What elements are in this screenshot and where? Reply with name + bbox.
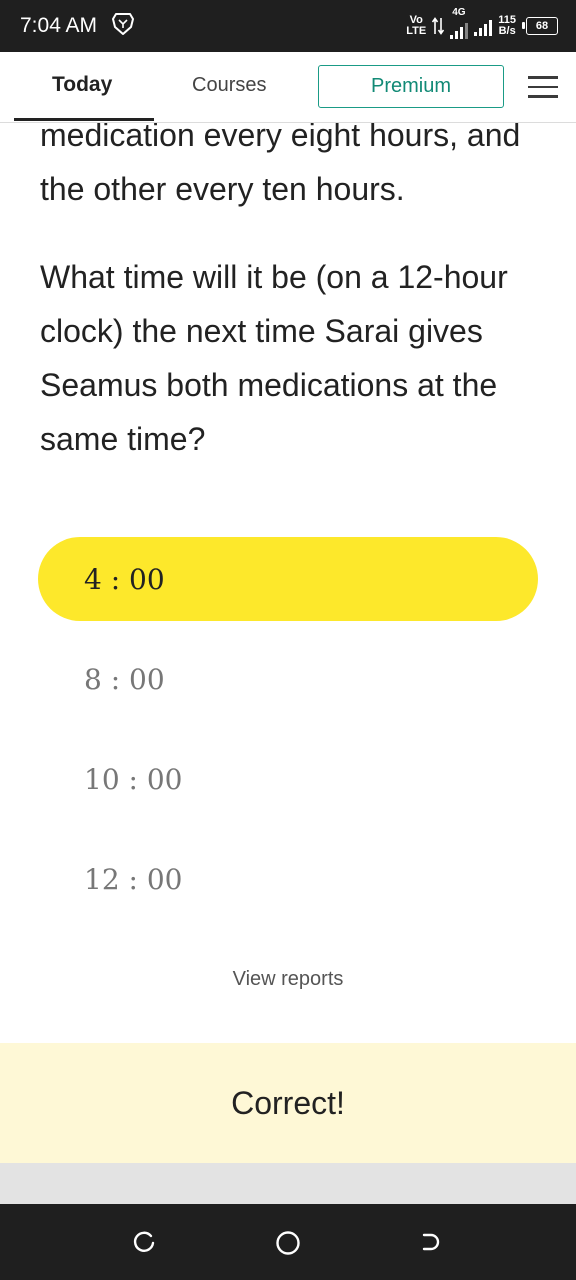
tab-courses[interactable]: Courses <box>192 74 267 96</box>
problem-text: medication every eight hours, and the ot… <box>40 123 521 207</box>
app-nav: Today Courses Premium <box>0 52 576 123</box>
feedback-banner: Correct! <box>0 1043 576 1163</box>
tab-today-indicator <box>14 118 154 121</box>
signal-icon: 4G <box>450 7 469 39</box>
answer-option-label: 4 : 00 <box>84 562 165 596</box>
answer-option-label: 8 : 00 <box>84 662 165 696</box>
hamburger-menu-icon[interactable] <box>528 76 558 100</box>
premium-button[interactable]: Premium <box>318 65 504 108</box>
network-type: 4G <box>452 7 466 18</box>
answer-option[interactable]: 12 : 00 <box>38 837 538 921</box>
network-speed: 115 B/s <box>498 14 516 37</box>
battery-icon: 68 <box>522 17 558 35</box>
feedback-text: Correct! <box>231 1084 345 1121</box>
back-icon[interactable] <box>413 1226 447 1260</box>
view-reports-link[interactable]: View reports <box>232 968 344 990</box>
data-arrows-icon <box>432 17 445 35</box>
system-nav-bar <box>0 1204 576 1280</box>
battery-level: 68 <box>535 19 549 32</box>
status-indicators: Vo LTE 4G 115 B/s 68 <box>406 7 558 42</box>
volte-indicator: Vo LTE <box>406 14 427 37</box>
answer-option-label: 12 : 00 <box>84 862 183 896</box>
tab-today[interactable]: Today <box>52 73 113 96</box>
continue-area <box>0 1163 576 1204</box>
answer-option[interactable]: 8 : 00 <box>38 637 538 721</box>
brave-lion-icon <box>112 13 134 35</box>
question-text: What time will it be (on a 12-hour clock… <box>40 259 508 457</box>
question-content: medication every eight hours, and the ot… <box>0 123 576 1043</box>
signal-icon-2 <box>474 16 493 36</box>
premium-label: Premium <box>370 75 451 97</box>
recent-apps-icon[interactable] <box>127 1226 161 1260</box>
home-icon[interactable] <box>271 1226 305 1260</box>
answer-option-label: 10 : 00 <box>84 762 183 796</box>
status-time: 7:04 AM <box>20 14 98 37</box>
answer-option[interactable]: 4 : 00 <box>38 537 538 621</box>
status-bar: 7:04 AM Vo LTE 4G 115 B/s 68 <box>0 0 576 52</box>
answer-option[interactable]: 10 : 00 <box>38 737 538 821</box>
